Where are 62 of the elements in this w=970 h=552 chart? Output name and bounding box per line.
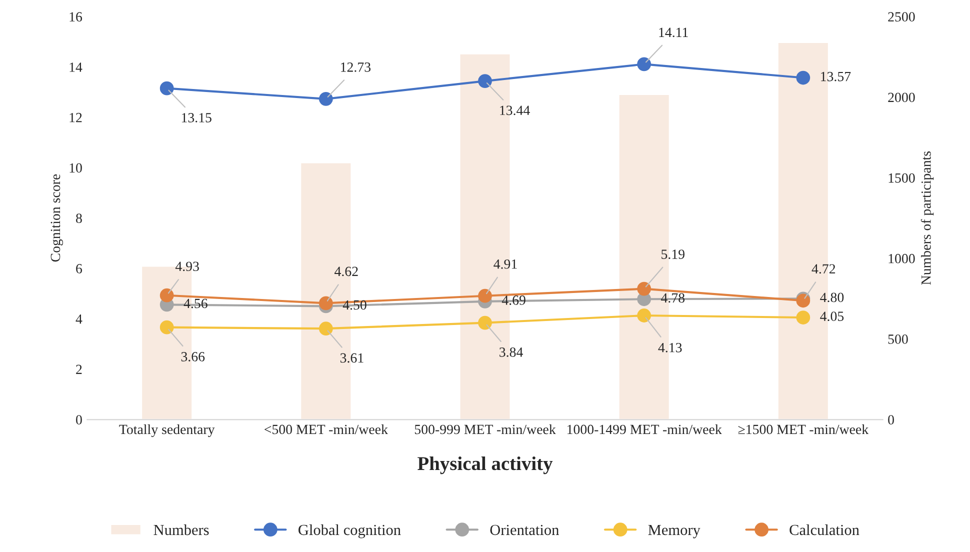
data-label: 4.93 xyxy=(175,262,199,272)
data-label: 3.66 xyxy=(181,352,205,362)
legend-label: Numbers xyxy=(154,524,209,536)
data-label: 14.11 xyxy=(659,28,688,38)
data-label: 4.78 xyxy=(661,293,685,303)
data-label: 13.57 xyxy=(821,72,851,82)
y-tick-label: 2 xyxy=(76,364,82,374)
y-tick-label: 0 xyxy=(76,415,82,424)
y2-tick-label: 2000 xyxy=(888,92,915,102)
data-label: 4.72 xyxy=(812,264,836,274)
point xyxy=(796,70,810,85)
data-label: 4.50 xyxy=(342,300,366,310)
data-label: 4.80 xyxy=(820,292,844,302)
point xyxy=(318,92,333,106)
x-tick-label: ≥1500 MET -min/week xyxy=(738,424,869,434)
point xyxy=(478,74,492,88)
y-tick-label: 10 xyxy=(70,163,82,173)
data-label: 4.13 xyxy=(658,342,682,352)
point xyxy=(160,288,174,302)
y-tick-label: 8 xyxy=(76,214,82,223)
y-tick-label: 6 xyxy=(76,264,82,274)
data-label: 4.56 xyxy=(184,298,208,308)
y-tick-label: 16 xyxy=(70,12,82,22)
data-label: 4.91 xyxy=(494,259,517,269)
legend-label: Memory xyxy=(648,524,700,538)
point xyxy=(637,308,652,322)
y-axis-title: Cognition score xyxy=(50,174,63,262)
y-tick-label: 14 xyxy=(70,62,82,72)
y2-tick-label: 500 xyxy=(888,334,908,344)
point xyxy=(478,316,492,330)
y-tick-label: 4 xyxy=(76,314,82,324)
y2-tick-label: 2500 xyxy=(888,12,915,22)
data-label: 4.62 xyxy=(334,266,358,276)
point xyxy=(160,81,174,96)
data-label: 4.05 xyxy=(820,312,844,322)
data-label: 12.73 xyxy=(341,62,371,72)
point xyxy=(318,296,333,310)
data-label: 13.15 xyxy=(182,113,212,122)
point xyxy=(637,282,652,296)
x-tick-label: <500 MET -min/week xyxy=(264,424,388,434)
y2-axis-title: Numbers of participants xyxy=(920,151,934,285)
y2-tick-label: 1500 xyxy=(888,173,915,183)
data-label: 13.44 xyxy=(500,106,530,116)
x-tick-label: 500-999 MET -min/week xyxy=(414,424,556,434)
data-label: 3.84 xyxy=(500,347,523,357)
y2-tick-label: 0 xyxy=(888,415,894,424)
legend-label: Orientation xyxy=(490,524,559,536)
data-label: 4.69 xyxy=(502,296,526,305)
data-label: 3.61 xyxy=(340,353,364,363)
y-tick-label: 12 xyxy=(70,112,82,122)
point xyxy=(478,288,492,303)
data-label: 5.19 xyxy=(662,250,684,260)
x-tick-label: Totally sedentary xyxy=(119,424,215,438)
point xyxy=(637,57,652,72)
y2-tick-label: 1000 xyxy=(888,254,915,264)
point xyxy=(796,310,810,324)
x-axis-title: Physical activity xyxy=(418,456,553,474)
x-tick-label: 1000-1499 MET -min/week xyxy=(568,424,722,434)
legend-label: Global cognition xyxy=(298,524,401,538)
point xyxy=(160,320,174,334)
legend-label: Calculation xyxy=(790,524,860,536)
point xyxy=(318,322,333,336)
